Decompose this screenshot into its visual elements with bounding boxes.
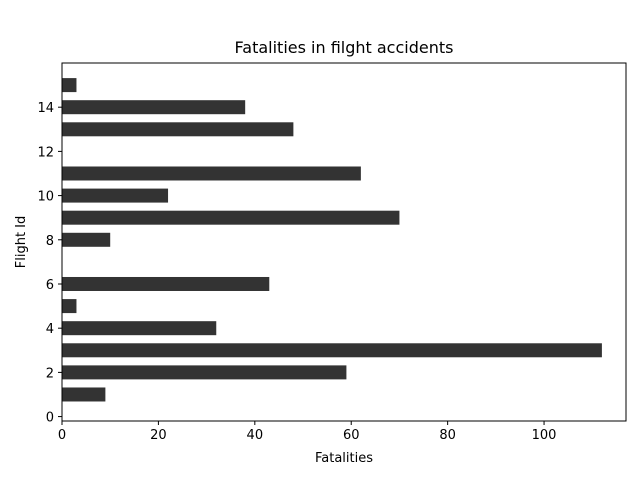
x-tick-label: 80: [439, 428, 456, 443]
y-tick-label: 0: [46, 411, 54, 426]
bar-flight-4: [62, 321, 217, 336]
bars: [62, 78, 602, 402]
bar-flight-15: [62, 78, 77, 93]
bar-flight-8: [62, 232, 111, 247]
x-tick-label: 60: [343, 428, 360, 443]
x-axis-label: Fatalities: [315, 451, 373, 466]
plot-frame: [61, 62, 627, 422]
bar-flight-10: [62, 188, 169, 203]
y-tick-label: 14: [37, 101, 54, 116]
y-tick-label: 4: [46, 322, 54, 337]
y-tick-label: 6: [46, 278, 54, 293]
bar-flight-5: [62, 299, 77, 314]
bar-flight-1: [62, 387, 106, 402]
bar-flight-14: [62, 100, 246, 115]
bar-flight-13: [62, 122, 294, 137]
y-axis-label: Flight Id: [14, 216, 29, 269]
bar-flight-9: [62, 210, 400, 225]
x-axis: 0 20 40 60 80 100: [58, 421, 557, 443]
x-tick-label: 20: [150, 428, 167, 443]
chart-title: Fatalities in filght accidents: [235, 38, 454, 57]
bar-flight-11: [62, 166, 361, 181]
bar-flight-6: [62, 276, 270, 291]
y-tick-label: 12: [37, 145, 54, 160]
y-axis: 0 2 4 6 8 10 12 14: [37, 101, 62, 426]
bar-flight-3: [62, 343, 602, 358]
y-tick-label: 2: [46, 366, 54, 381]
bar-flight-2: [62, 365, 347, 380]
y-tick-label: 10: [37, 190, 54, 205]
x-tick-label: 0: [58, 428, 66, 443]
x-tick-label: 100: [532, 428, 557, 443]
y-tick-label: 8: [46, 234, 54, 249]
x-tick-label: 40: [247, 428, 264, 443]
